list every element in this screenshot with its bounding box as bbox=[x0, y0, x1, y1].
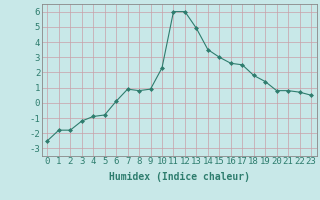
X-axis label: Humidex (Indice chaleur): Humidex (Indice chaleur) bbox=[109, 172, 250, 182]
